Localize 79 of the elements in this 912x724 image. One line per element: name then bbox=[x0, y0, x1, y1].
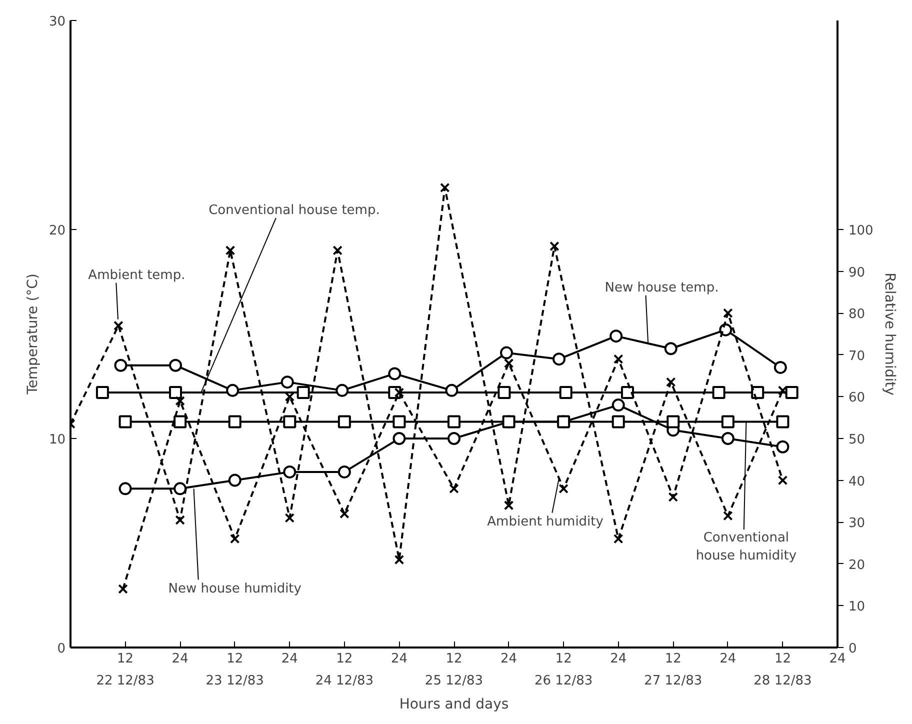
x2-tick-label: 23 12/83 bbox=[206, 674, 264, 688]
y2-tick-label: 90 bbox=[848, 265, 866, 280]
point bbox=[174, 415, 187, 428]
x-tick-label: 24 bbox=[720, 652, 736, 666]
point bbox=[448, 432, 460, 445]
y-axis-title: Temperature (°C) bbox=[24, 274, 41, 396]
x2-tick-label: 25 12/83 bbox=[424, 674, 484, 688]
y2-axis-title: Relative humidity bbox=[881, 272, 898, 396]
point bbox=[613, 354, 624, 364]
x-tick-label: 12 bbox=[664, 652, 682, 666]
point bbox=[283, 415, 296, 428]
y-tick-label: 20 bbox=[48, 224, 66, 238]
x2-tick-label: 24 12/83 bbox=[315, 674, 374, 688]
x-tick-label: 12 bbox=[555, 652, 572, 666]
x-tick-label: 24 bbox=[610, 652, 627, 666]
x2-tick-label: 22 12/83 bbox=[96, 674, 154, 688]
point bbox=[776, 440, 790, 454]
y2-tick-label: 20 bbox=[848, 558, 866, 573]
y-tick-label: 30 bbox=[48, 14, 66, 30]
x-tick-label: 24 bbox=[500, 652, 518, 666]
x-tick-label: 24 bbox=[829, 652, 846, 666]
point bbox=[118, 482, 132, 496]
x-axis-title: Hours and days bbox=[399, 696, 509, 712]
text: Ambient humidity bbox=[487, 514, 604, 530]
point bbox=[558, 484, 568, 494]
y2-tick-label: 100 bbox=[848, 224, 874, 238]
point bbox=[394, 388, 404, 398]
point bbox=[776, 415, 790, 428]
point bbox=[721, 415, 734, 428]
point bbox=[721, 432, 734, 445]
point bbox=[557, 415, 570, 428]
point bbox=[340, 508, 350, 519]
point bbox=[230, 534, 240, 544]
point bbox=[228, 415, 242, 428]
x-tick-label: 12 bbox=[336, 652, 353, 666]
point bbox=[723, 308, 733, 318]
point bbox=[504, 358, 514, 368]
y2-tick-label: 0 bbox=[848, 642, 857, 656]
point bbox=[175, 396, 185, 406]
x2-tick-label: 28 12/83 bbox=[754, 674, 812, 688]
point bbox=[448, 415, 460, 428]
point bbox=[612, 398, 625, 412]
y2-tick-label: 40 bbox=[848, 474, 866, 490]
text: Ambient temp. bbox=[88, 268, 186, 283]
x-tick-label: 24 bbox=[281, 652, 298, 666]
point bbox=[668, 492, 678, 502]
point bbox=[449, 484, 459, 494]
x-tick-label: 24 bbox=[390, 652, 408, 666]
y2-tick-label: 80 bbox=[848, 307, 866, 322]
x2-tick-label: 26 12/83 bbox=[534, 674, 593, 688]
x-tick-label: 12 bbox=[226, 652, 244, 666]
point bbox=[392, 432, 406, 445]
point bbox=[118, 415, 132, 428]
y2-tick-label: 10 bbox=[848, 600, 866, 615]
point bbox=[666, 415, 680, 428]
y2-tick-label: 60 bbox=[848, 390, 866, 406]
x-tick-label: 12 bbox=[774, 652, 791, 666]
point bbox=[338, 465, 351, 478]
point bbox=[612, 415, 625, 428]
text: New house temp. bbox=[604, 280, 719, 296]
y2-tick-label: 70 bbox=[848, 348, 866, 364]
x2-tick-label: 27 12/83 bbox=[644, 674, 702, 688]
text: Conventional house humidity bbox=[696, 530, 797, 564]
text: New house humidity bbox=[168, 581, 302, 596]
y2-tick-label: 50 bbox=[848, 432, 866, 448]
y-tick-label: 0 bbox=[57, 642, 66, 656]
point bbox=[174, 482, 187, 496]
point bbox=[338, 415, 351, 428]
point bbox=[502, 415, 516, 428]
y2-tick-label: 30 bbox=[848, 516, 866, 532]
text: Conventional house temp. bbox=[208, 203, 380, 218]
y-tick-label: 10 bbox=[48, 432, 66, 448]
point bbox=[228, 474, 242, 487]
point bbox=[778, 475, 788, 486]
point bbox=[392, 415, 406, 428]
x-tick-label: 12 bbox=[446, 652, 462, 666]
x-tick-label: 24 bbox=[172, 652, 188, 666]
x-tick-label: 12 bbox=[117, 652, 134, 666]
point bbox=[283, 465, 296, 478]
